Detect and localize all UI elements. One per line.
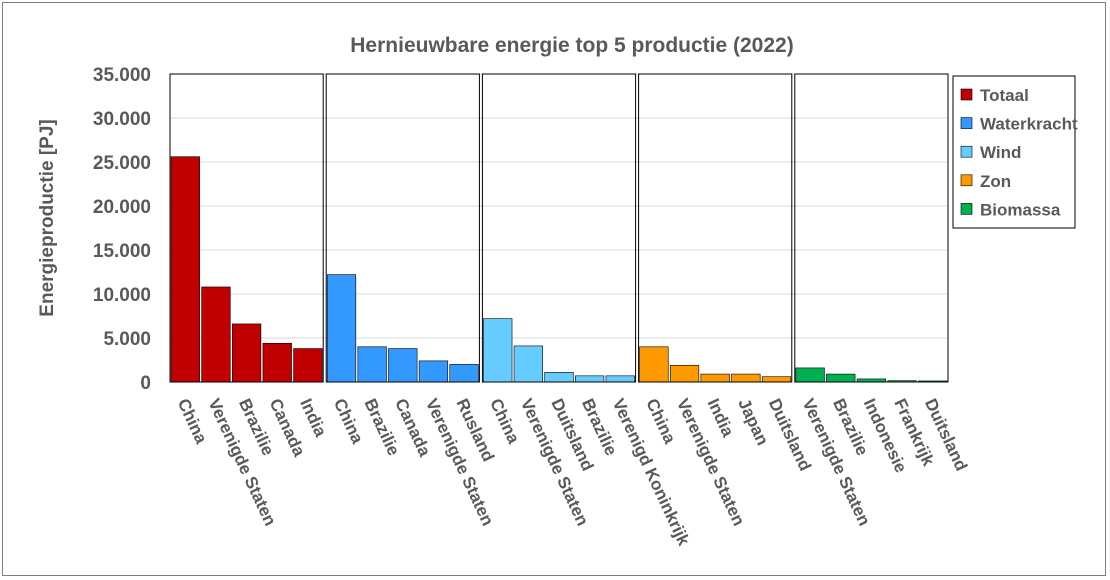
legend-swatch [960,174,973,187]
panels [169,73,949,383]
legend-label: Waterkracht [980,115,1078,134]
legend-label: Zon [980,172,1011,191]
bar [170,156,200,383]
chart-title: Hernieuwbare energie top 5 productie (20… [350,34,793,57]
panel-frame [794,73,949,383]
legend-label: Totaal [980,86,1029,105]
bar [826,373,856,383]
legend-label: Biomassa [980,200,1061,219]
bar [231,323,262,383]
y-tick-label: 20.000 [93,197,151,218]
legend-swatch [960,203,973,215]
legend-label: Wind [980,143,1021,162]
bar [731,373,761,383]
bar [700,373,730,383]
bar [483,318,513,383]
y-tick-label: 25.000 [93,153,151,174]
bar [201,286,231,383]
bar [575,375,605,383]
bar [262,342,292,383]
y-tick-label: 5.000 [103,329,151,350]
y-tick-label: 35.000 [93,65,151,86]
bars [170,156,948,383]
legend-box [952,75,1076,229]
y-axis-ticks: 0 5.000 10.000 15.000 20.000 25.000 30.000 35.0… [93,65,151,394]
panel-frame [481,73,637,383]
bar [669,364,700,383]
y-tick-label: 10.000 [93,285,151,306]
legend-swatch [960,145,973,158]
bar [513,345,543,383]
gridlines [170,73,948,339]
y-tick-label: 15.000 [93,241,151,262]
bar [639,346,669,383]
bar [605,375,635,383]
y-axis-label: Energieproductie [PJ] [37,119,58,316]
bar [326,274,357,383]
bar [449,364,479,383]
y-tick-label: 0 [140,373,151,394]
legend: Totaal Waterkracht Wind Zon Biomassa [952,75,1078,229]
bar [795,367,825,383]
bar [418,360,449,383]
panel-frame [169,73,324,383]
chart: Hernieuwbare energie top 5 productie (20… [37,34,1078,549]
bar [293,348,323,383]
bar [388,348,418,383]
panel-frame [638,73,793,383]
panel-frame [325,73,480,383]
legend-swatch [960,88,973,101]
bar [544,372,574,383]
legend-swatch [960,117,973,129]
bar [761,376,792,383]
bar [357,346,387,383]
y-tick-label: 30.000 [93,109,151,130]
